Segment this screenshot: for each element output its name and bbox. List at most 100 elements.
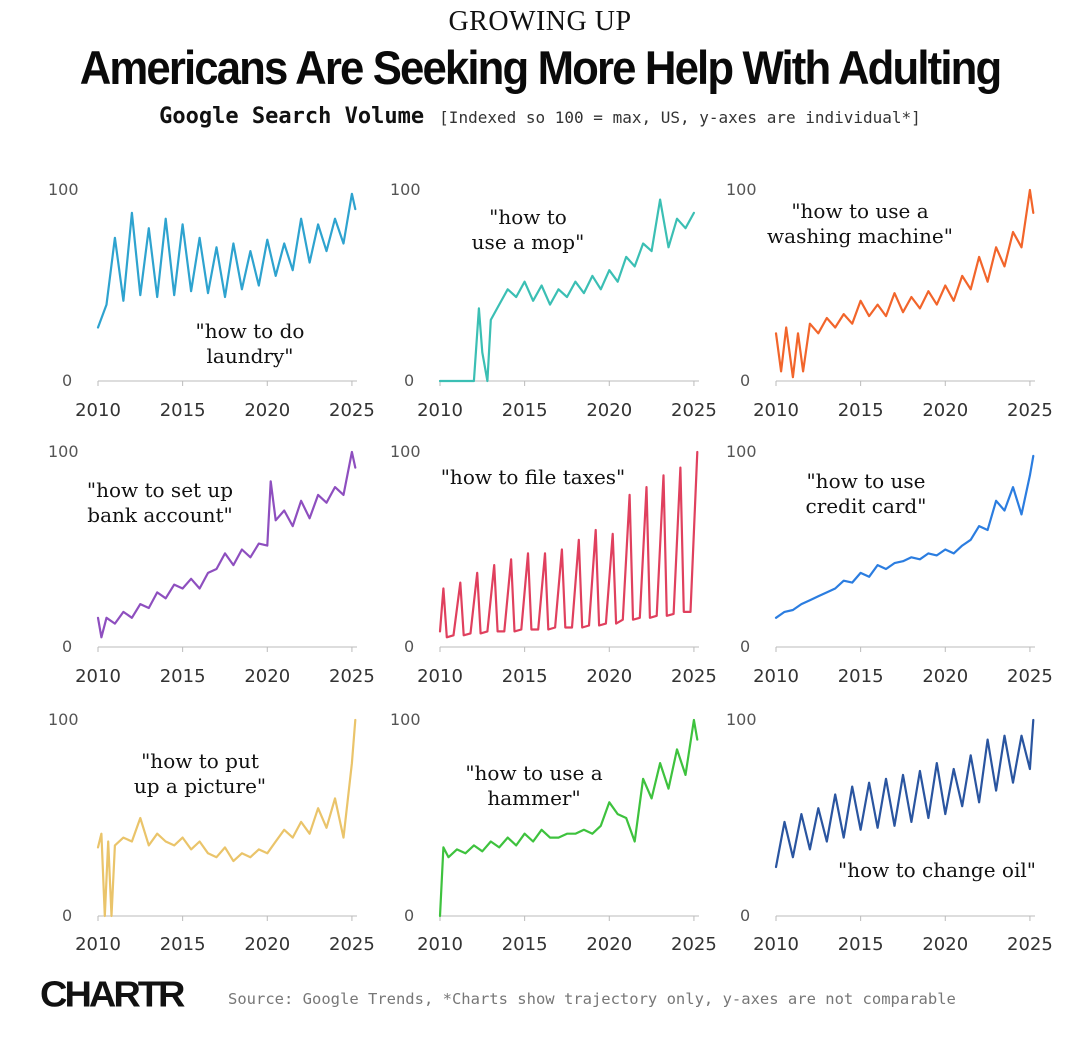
annotation-line: credit card" bbox=[806, 494, 927, 518]
subtitle-note: [Indexed so 100 = max, US, y-axes are in… bbox=[439, 108, 921, 127]
x-tick-label: 2020 bbox=[586, 400, 632, 421]
annotation-line: "how to change oil" bbox=[838, 858, 1036, 882]
y-tick-label: 0 bbox=[404, 637, 414, 656]
x-tick-label: 2015 bbox=[160, 666, 206, 687]
x-tick-label: 2015 bbox=[502, 666, 548, 687]
x-tick-label: 2015 bbox=[502, 934, 548, 955]
annotation-line: bank account" bbox=[87, 503, 232, 527]
chartr-logo: CHARTR bbox=[40, 975, 185, 1015]
chart-panel-9: 2010 2015 2020 2025 0 100 "how to change oil" bbox=[726, 710, 1053, 955]
x-tick-label: 2020 bbox=[244, 666, 290, 687]
series-line bbox=[96, 450, 357, 639]
y-tick-label: 0 bbox=[740, 906, 750, 925]
kicker: GROWING UP bbox=[448, 6, 632, 37]
chart-annotation: "how to use a mop" bbox=[472, 205, 585, 254]
x-tick-label: 2020 bbox=[922, 666, 968, 687]
annotation-line: use a mop" bbox=[472, 230, 585, 254]
annotation-line: "how to use a bbox=[465, 761, 602, 785]
annotation-line: "how to use a bbox=[791, 199, 928, 223]
annotation-line: "how to use bbox=[806, 469, 925, 493]
series-line bbox=[774, 188, 1035, 379]
series-line bbox=[774, 718, 1035, 869]
annotation-line: laundry" bbox=[207, 344, 294, 368]
y-tick-label: 100 bbox=[390, 710, 421, 729]
x-tick-label: 2020 bbox=[586, 934, 632, 955]
y-tick-label: 100 bbox=[390, 442, 421, 461]
subtitle: Google Search Volume [Indexed so 100 = m… bbox=[0, 104, 1080, 129]
annotation-line: "how to do bbox=[196, 319, 305, 343]
annotation-line: "how to put bbox=[141, 749, 259, 773]
x-tick-label: 2015 bbox=[160, 934, 206, 955]
y-tick-label: 100 bbox=[390, 180, 421, 199]
series-line bbox=[96, 718, 357, 918]
x-tick-label: 2025 bbox=[671, 666, 717, 687]
chart-panel-5: 2010 2015 2020 2025 0 100 "how to file taxes" bbox=[390, 442, 717, 687]
x-tick-label: 2010 bbox=[417, 666, 463, 687]
annotation-line: hammer" bbox=[487, 786, 580, 810]
x-tick-label: 2020 bbox=[922, 400, 968, 421]
y-tick-label: 100 bbox=[726, 180, 757, 199]
y-tick-label: 0 bbox=[62, 906, 72, 925]
y-tick-label: 0 bbox=[740, 637, 750, 656]
chart-panel-7: 2010 2015 2020 2025 0 100 "how to put up a pict… bbox=[48, 710, 375, 955]
x-tick-label: 2010 bbox=[753, 666, 799, 687]
chart-panel-3: 2010 2015 2020 2025 0 100 "how to use a washing… bbox=[726, 180, 1053, 421]
x-tick-label: 2025 bbox=[671, 400, 717, 421]
chart-panel-4: 2010 2015 2020 2025 0 100 "how to set up bank a… bbox=[48, 442, 375, 687]
chart-panel-2: 2010 2015 2020 2025 0 100 "how to use a mop" bbox=[390, 180, 717, 421]
series-line bbox=[438, 450, 699, 639]
x-tick-label: 2025 bbox=[1007, 400, 1053, 421]
x-tick-label: 2015 bbox=[838, 934, 884, 955]
chart-panel-8: 2010 2015 2020 2025 0 100 "how to use a hammer" bbox=[390, 710, 717, 955]
x-tick-label: 2010 bbox=[753, 934, 799, 955]
annotation-line: "how to file taxes" bbox=[441, 465, 626, 489]
x-tick-label: 2020 bbox=[244, 934, 290, 955]
x-tick-label: 2020 bbox=[922, 934, 968, 955]
y-tick-label: 100 bbox=[726, 710, 757, 729]
x-tick-label: 2025 bbox=[1007, 934, 1053, 955]
x-tick-label: 2010 bbox=[417, 934, 463, 955]
x-tick-label: 2010 bbox=[417, 400, 463, 421]
y-tick-label: 0 bbox=[404, 371, 414, 390]
x-tick-label: 2010 bbox=[75, 666, 121, 687]
y-tick-label: 0 bbox=[740, 371, 750, 390]
annotation-line: washing machine" bbox=[767, 224, 953, 248]
chart-annotation: "how to use credit card" bbox=[806, 469, 927, 518]
x-tick-label: 2015 bbox=[502, 400, 548, 421]
y-tick-label: 0 bbox=[62, 371, 72, 390]
x-tick-label: 2010 bbox=[75, 400, 121, 421]
annotation-line: up a picture" bbox=[134, 774, 266, 798]
chart-annotation: "how to use a washing machine" bbox=[767, 199, 953, 248]
x-tick-label: 2025 bbox=[329, 400, 375, 421]
x-tick-label: 2020 bbox=[586, 666, 632, 687]
chart-annotation: "how to use a hammer" bbox=[465, 761, 602, 810]
y-tick-label: 0 bbox=[62, 637, 72, 656]
annotation-line: "how to bbox=[489, 205, 567, 229]
x-tick-label: 2010 bbox=[753, 400, 799, 421]
x-tick-label: 2010 bbox=[75, 934, 121, 955]
x-tick-label: 2020 bbox=[244, 400, 290, 421]
x-tick-label: 2015 bbox=[160, 400, 206, 421]
x-tick-label: 2025 bbox=[671, 934, 717, 955]
series-line bbox=[438, 718, 699, 918]
y-tick-label: 100 bbox=[48, 442, 79, 461]
page-title: Americans Are Seeking More Help With Adu… bbox=[79, 41, 1002, 94]
chart-panel-6: 2010 2015 2020 2025 0 100 "how to use credit ca… bbox=[726, 442, 1053, 687]
x-tick-label: 2015 bbox=[838, 666, 884, 687]
chart-annotation: "how to put up a picture" bbox=[134, 749, 266, 798]
chart-annotation: "how to file taxes" bbox=[441, 465, 626, 489]
x-tick-label: 2015 bbox=[838, 400, 884, 421]
y-tick-label: 100 bbox=[48, 180, 79, 199]
y-tick-label: 0 bbox=[404, 906, 414, 925]
chart-annotation: "how to set up bank account" bbox=[87, 478, 233, 527]
chart-annotation: "how to change oil" bbox=[838, 858, 1036, 882]
y-tick-label: 100 bbox=[48, 710, 79, 729]
chart-annotation: "how to do laundry" bbox=[196, 319, 305, 368]
series-line bbox=[774, 454, 1035, 619]
series-line bbox=[96, 192, 357, 329]
chart-panel-1: 2010 2015 2020 2025 0 100 "how to do laundry" bbox=[48, 180, 375, 421]
annotation-line: "how to set up bbox=[87, 478, 233, 502]
x-tick-label: 2025 bbox=[1007, 666, 1053, 687]
y-tick-label: 100 bbox=[726, 442, 757, 461]
